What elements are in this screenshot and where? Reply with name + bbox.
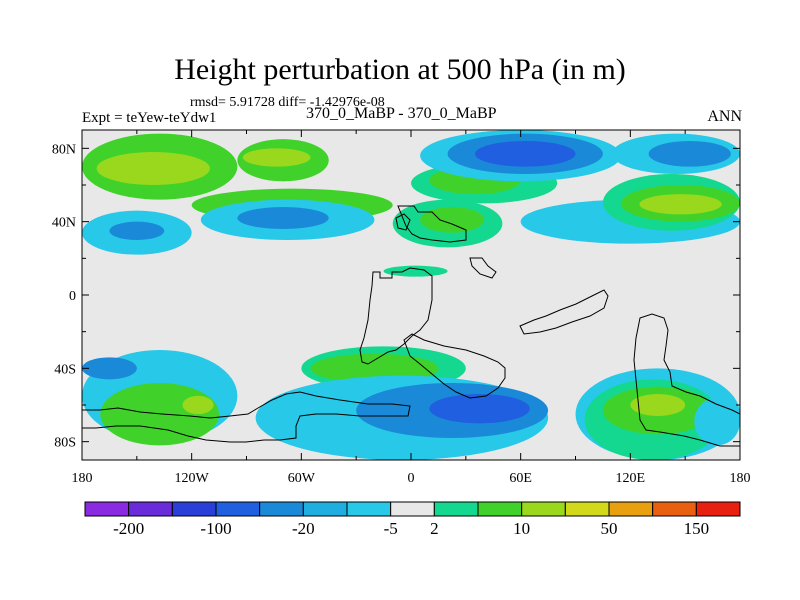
mideast-outline (469, 257, 497, 279)
contour-region-28 (310, 353, 439, 384)
colorbar-label-7: 150 (684, 519, 710, 538)
y-axis-ticks: 80N 40N 0 40S 80S (52, 142, 740, 451)
rmsd-stats: rmsd= 5.91728 diff= -1.42976e-08 (190, 95, 385, 110)
colorbar-box-10 (521, 501, 566, 517)
contour-region-3 (242, 148, 311, 167)
contour-region-15 (474, 141, 576, 167)
antarctic-outline-west (82, 391, 411, 443)
colorbar-box-1 (128, 501, 173, 517)
colorbar-box-6 (346, 501, 392, 517)
y-tick-label-3: 40S (54, 362, 76, 377)
contour-region-19 (639, 194, 722, 215)
colorbar-box-0 (84, 501, 130, 517)
contour-region-31 (429, 394, 530, 424)
colorbar-label-4: 2 (430, 519, 439, 538)
colorbar-box-13 (652, 501, 697, 517)
contour-region-26 (182, 395, 214, 415)
colorbar-box-8 (433, 501, 479, 517)
x-tick-label-4: 60E (509, 471, 532, 486)
x-tick-label-6: 180 (730, 471, 751, 486)
contour-fill-regions (82, 130, 740, 460)
x-tick-label-5: 120E (616, 471, 646, 486)
contour-region-22 (383, 265, 448, 277)
contour-region-5 (109, 221, 165, 240)
colorbar-box-4 (259, 501, 304, 517)
x-axis-ticks: 180 120W 60W 0 60E 120E 180 (72, 130, 751, 486)
x-tick-label-3: 0 (408, 471, 415, 486)
south-america-outline (359, 267, 433, 365)
experiment-label: Expt = teYew-teYdw1 (82, 110, 217, 126)
colorbar-label-5: 10 (513, 519, 530, 538)
x-tick-label-2: 60W (288, 471, 316, 486)
colorbar-box-12 (608, 501, 654, 517)
australia-outline (519, 289, 609, 335)
colorbar-label-2: -20 (292, 519, 315, 538)
colorbar-box-3 (215, 501, 261, 517)
colorbar-label-1: -100 (200, 519, 231, 538)
antarctic-outline-east (633, 313, 740, 447)
chart-title: Height perturbation at 500 hPa (in m) (174, 53, 626, 86)
contour-region-10 (420, 207, 485, 233)
greenland-outline (395, 213, 411, 231)
contour-region-21 (648, 141, 731, 167)
colorbar-box-2 (171, 501, 217, 517)
colorbar-label-6: 50 (601, 519, 618, 538)
x-tick-label-0: 180 (72, 471, 93, 486)
africa-outline (403, 333, 506, 399)
colorbar-label-3: -5 (384, 519, 398, 538)
colorbar-box-14 (695, 501, 741, 517)
continent-outlines (82, 205, 740, 447)
contour-region-24 (82, 357, 137, 380)
y-tick-label-2: 0 (69, 289, 76, 304)
contour-region-8 (237, 207, 329, 229)
season-label: ANN (707, 108, 742, 125)
colorbar-box-9 (477, 501, 523, 517)
x-tick-label-1: 120W (175, 471, 210, 486)
case-label: 370_0_MaBP - 370_0_MaBP (306, 105, 497, 122)
colorbar-box-11 (564, 501, 610, 517)
y-tick-label-0: 80N (52, 142, 76, 157)
contour-region-36 (694, 397, 740, 446)
colorbar-label-0: -200 (113, 519, 144, 538)
y-tick-label-4: 80S (54, 436, 76, 451)
contour-region-1 (96, 152, 210, 185)
contour-region-35 (630, 394, 686, 416)
colorbar-box-7 (390, 501, 435, 517)
y-tick-label-1: 40N (52, 216, 76, 231)
colorbar: -200 -100 -20 -5 2 10 50 150 (84, 501, 741, 538)
europe-outline (397, 205, 467, 243)
colorbar-box-5 (302, 501, 348, 517)
